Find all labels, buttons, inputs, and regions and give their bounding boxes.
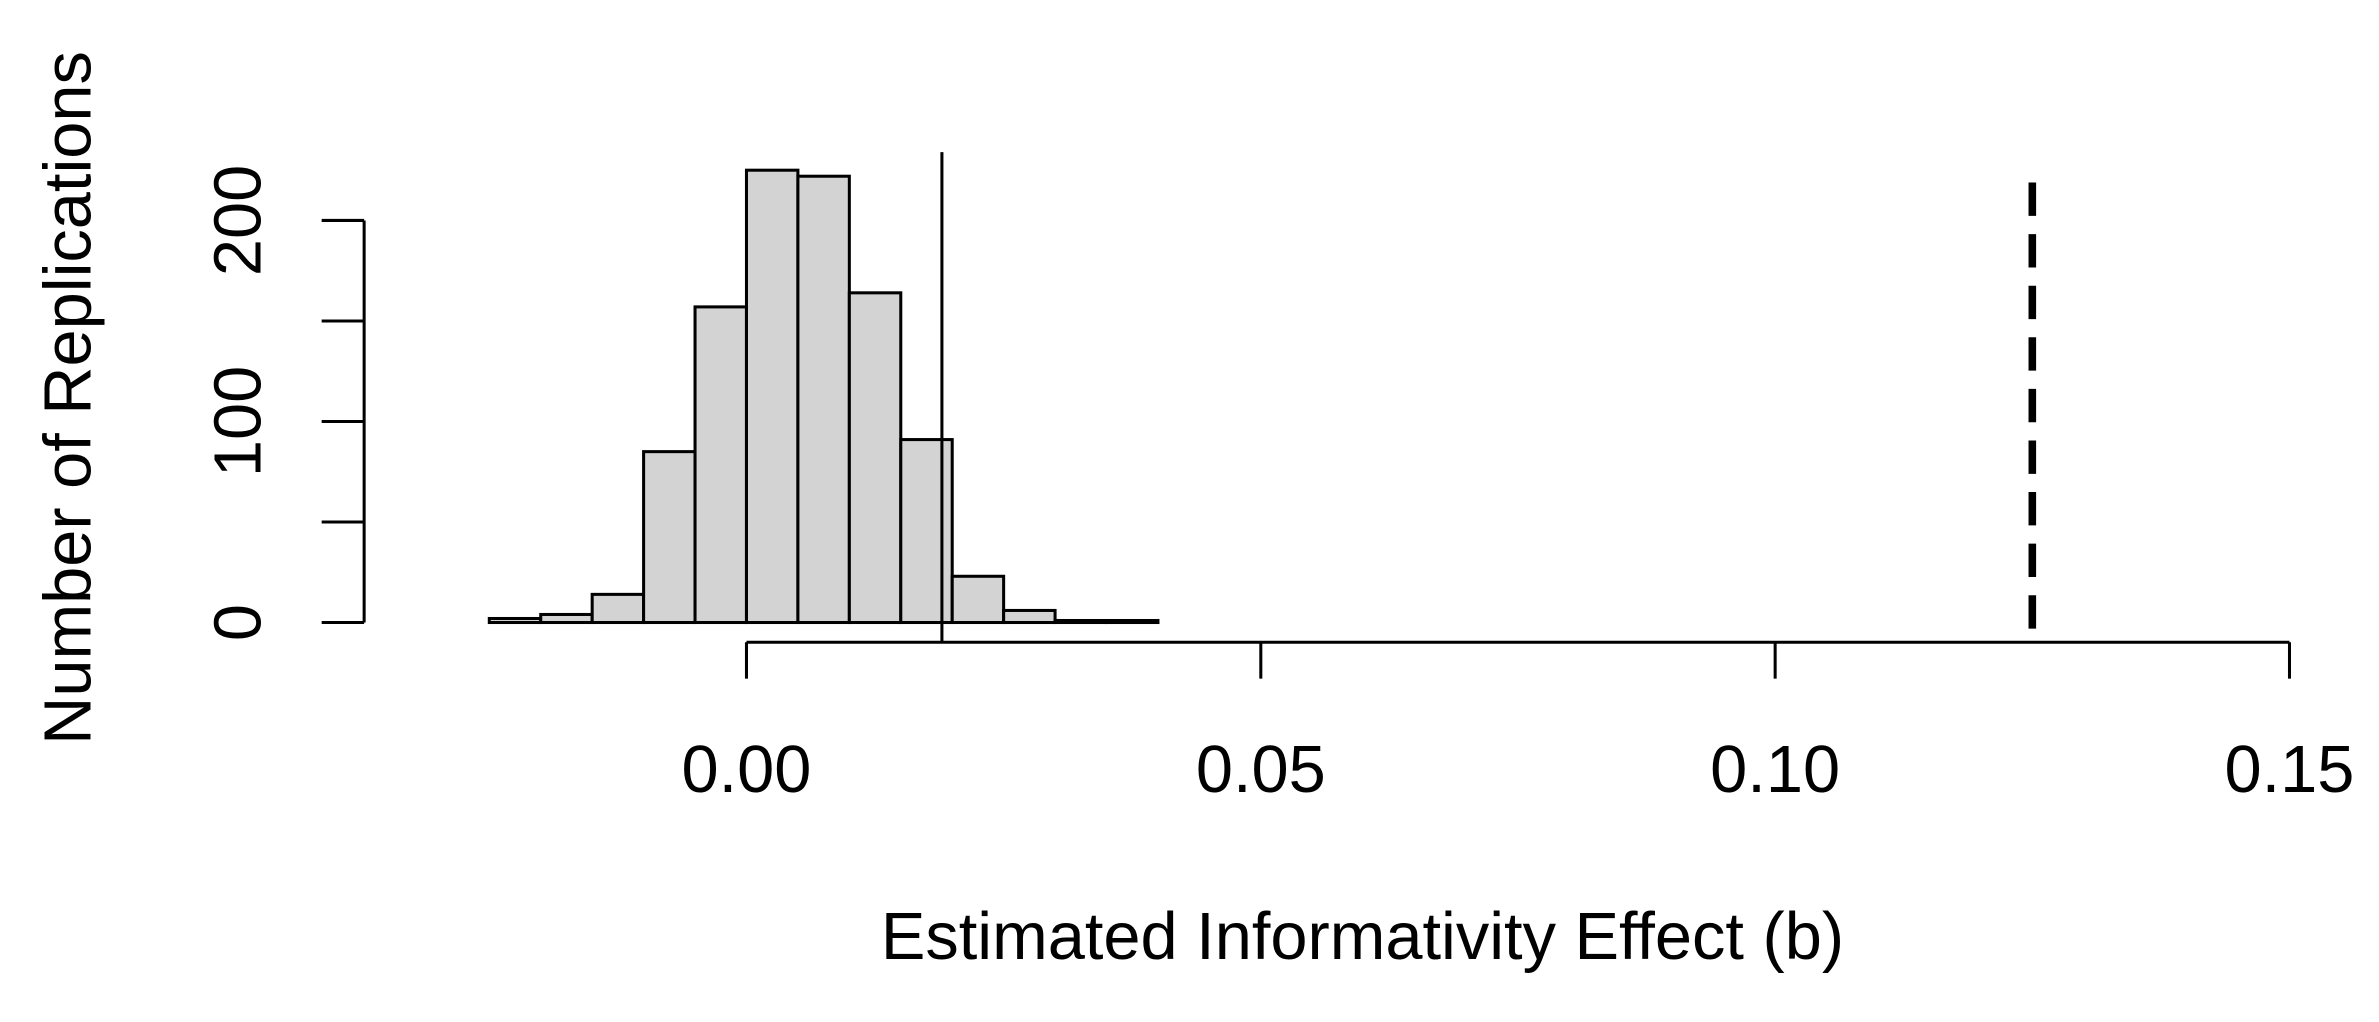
bar xyxy=(899,438,954,625)
bar xyxy=(1002,608,1057,625)
bar xyxy=(796,174,851,625)
bar xyxy=(744,168,800,625)
y-tick-label: 0 xyxy=(201,604,275,641)
bar xyxy=(642,450,697,625)
x-tick-label: 0.00 xyxy=(682,733,812,807)
x-tick-label: 0.05 xyxy=(1196,733,1326,807)
y-axis-title: Number of Replications xyxy=(31,51,105,745)
bar xyxy=(539,612,594,625)
x-tick-label: 0.10 xyxy=(1710,733,1840,807)
y-tick-label: 100 xyxy=(201,366,275,477)
y-tick-label: 200 xyxy=(201,165,275,276)
bar xyxy=(487,616,543,625)
bar xyxy=(1053,618,1109,625)
bar xyxy=(950,574,1006,625)
x-tick-label: 0.15 xyxy=(2225,733,2355,807)
bar xyxy=(1104,618,1160,625)
bar xyxy=(590,592,646,625)
bar xyxy=(847,291,903,625)
bar xyxy=(693,305,748,625)
x-axis-title: Estimated Informativity Effect (b) xyxy=(881,900,1844,974)
